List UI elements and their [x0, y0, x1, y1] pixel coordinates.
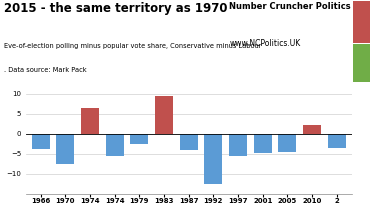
Text: Number Cruncher Politics: Number Cruncher Politics	[229, 2, 351, 11]
Bar	[57, 134, 74, 164]
Text: 2015 - the same territory as 1970: 2015 - the same territory as 1970	[4, 2, 227, 15]
Bar	[131, 134, 148, 144]
Bar	[81, 108, 99, 134]
Bar	[180, 134, 198, 150]
Bar	[155, 96, 173, 134]
Bar	[106, 134, 124, 156]
Bar	[279, 134, 296, 152]
Bar	[303, 125, 321, 134]
Bar	[205, 134, 222, 184]
Bar	[229, 134, 247, 156]
Text: www.NCPolitics.UK: www.NCPolitics.UK	[229, 39, 301, 48]
Bar	[328, 134, 346, 147]
Bar	[32, 134, 50, 149]
Bar	[254, 134, 272, 153]
Text: Eve-of-election polling minus popular vote share, Conservative minus Labour: Eve-of-election polling minus popular vo…	[4, 43, 261, 49]
Text: . Data source: Mark Pack: . Data source: Mark Pack	[4, 67, 86, 73]
